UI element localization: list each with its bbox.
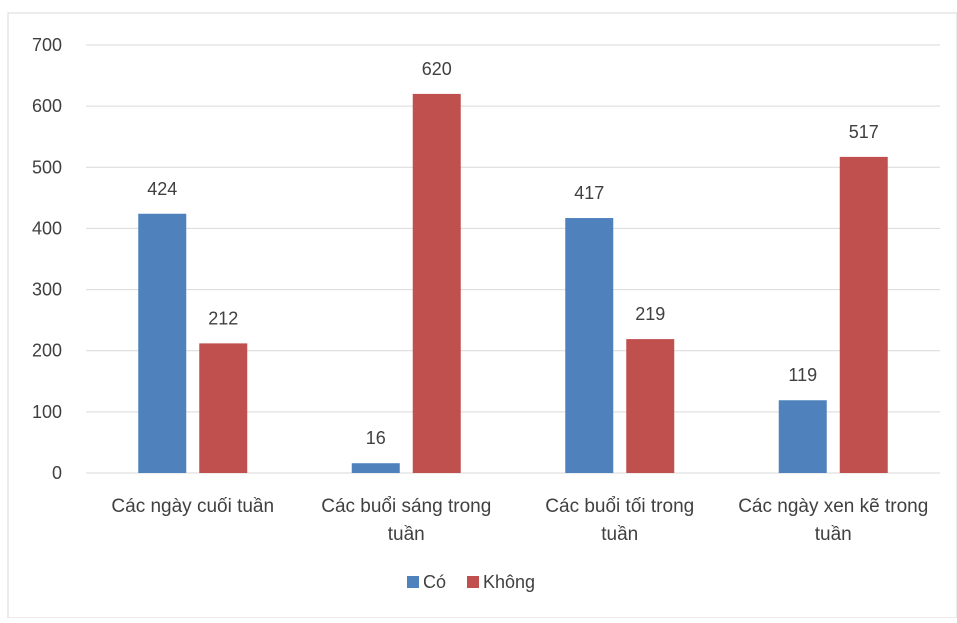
- data-label: 424: [147, 179, 177, 199]
- x-tick-label: Các ngày cuối tuần: [111, 496, 274, 517]
- y-axis-ticks: 0 100 200 300 400 500 600 700: [32, 35, 62, 483]
- y-tick-label: 500: [32, 157, 62, 177]
- x-tick-label-line: Các buổi sáng trong: [321, 496, 491, 517]
- data-label: 119: [788, 365, 817, 385]
- bar-co: [351, 463, 400, 473]
- x-tick-label: Các buổi sáng trong tuần: [321, 496, 491, 545]
- data-label: 517: [849, 122, 879, 142]
- x-tick-label-line: tuần: [815, 524, 852, 545]
- legend-swatch-co: [407, 576, 419, 588]
- y-tick-label: 0: [52, 463, 62, 483]
- legend-swatch-khong: [467, 576, 479, 588]
- bar-khong: [839, 156, 888, 474]
- data-label: 620: [422, 59, 452, 79]
- y-tick-label: 700: [32, 35, 62, 55]
- x-tick-label-line: Các ngày cuối tuần: [111, 496, 274, 517]
- x-tick-label-line: Các buổi tối trong: [545, 496, 694, 517]
- bar-khong: [412, 93, 461, 474]
- y-tick-label: 600: [32, 96, 62, 116]
- bars: [138, 93, 888, 474]
- x-tick-label-line: tuần: [601, 524, 638, 545]
- x-axis-ticks: Các ngày cuối tuần Các buổi sáng trong tuầ…: [111, 496, 928, 545]
- data-label: 417: [574, 183, 604, 203]
- bar-khong: [626, 339, 675, 473]
- x-tick-label-line: tuần: [388, 524, 425, 545]
- bar-co: [778, 400, 827, 473]
- legend-label: Có: [423, 572, 446, 592]
- legend-label: Không: [483, 572, 535, 592]
- data-label: 219: [635, 304, 665, 324]
- y-tick-label: 300: [32, 280, 62, 300]
- data-label: 16: [366, 428, 386, 448]
- legend: Có Không: [407, 572, 535, 592]
- bar-co: [138, 213, 187, 474]
- y-tick-label: 200: [32, 341, 62, 361]
- x-tick-label: Các ngày xen kẽ trong tuần: [738, 496, 928, 545]
- x-tick-label-line: Các ngày xen kẽ trong: [738, 496, 928, 517]
- y-tick-label: 400: [32, 218, 62, 238]
- y-tick-label: 100: [32, 402, 62, 422]
- data-label: 212: [208, 308, 238, 328]
- bar-co: [565, 218, 614, 473]
- bar-khong: [199, 343, 248, 473]
- x-tick-label: Các buổi tối trong tuần: [545, 496, 694, 545]
- data-labels: 424 212 16 620 417 219 119 517: [147, 59, 879, 448]
